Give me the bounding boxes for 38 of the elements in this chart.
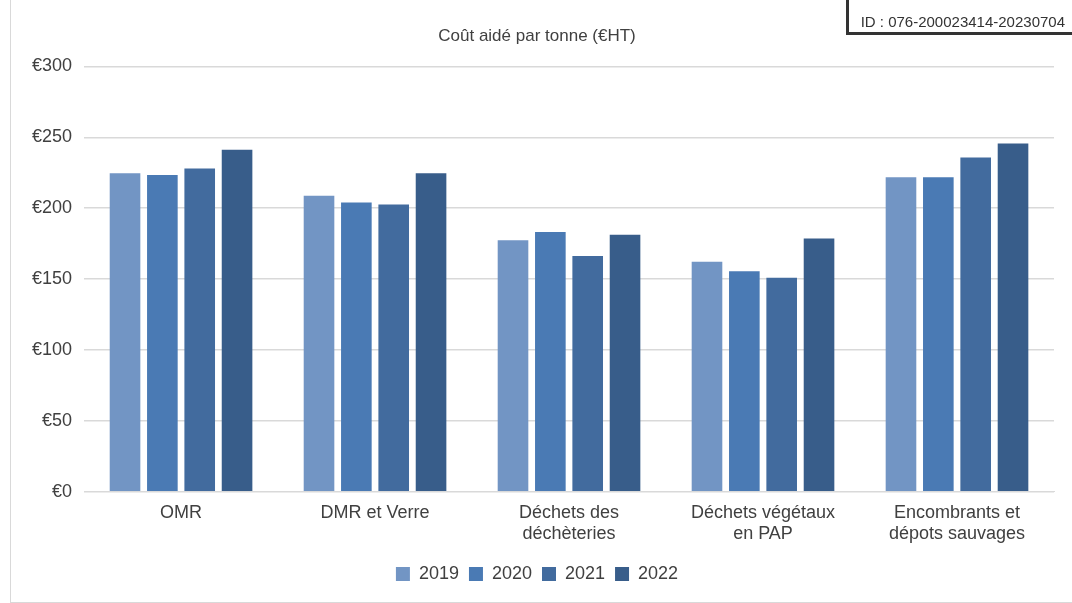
bar <box>729 271 760 492</box>
bar <box>415 173 447 492</box>
bar <box>221 149 253 492</box>
legend-label: 2019 <box>418 562 459 583</box>
bar <box>923 177 954 492</box>
y-tick-label: €0 <box>52 480 73 501</box>
bar <box>572 255 603 492</box>
bar <box>766 277 797 492</box>
text: ID : 076-200023414-20230704 <box>845 0 1072 35</box>
legend-label: 2020 <box>491 562 532 583</box>
bar <box>147 175 178 492</box>
bar <box>378 204 410 492</box>
chart-title: Coût aidé par tonne (€HT) <box>438 25 636 45</box>
legend-label: 2021 <box>565 562 606 583</box>
y-tick-label: €100 <box>32 338 73 359</box>
y-tick-label: €250 <box>32 126 73 147</box>
y-tick-label: €300 <box>32 55 73 76</box>
bar <box>960 157 991 492</box>
y-tick-label: €200 <box>32 197 73 218</box>
x-tick-label: Déchets des déchèteries <box>518 501 620 544</box>
bar <box>109 173 141 492</box>
bar <box>184 168 216 492</box>
bar <box>303 195 335 492</box>
bar <box>497 240 529 492</box>
bar <box>535 232 566 492</box>
bar <box>803 238 835 492</box>
bar <box>341 202 372 492</box>
y-tick-label: €50 <box>42 409 73 430</box>
bar <box>885 177 917 492</box>
x-tick-label: DMR et Verre <box>320 501 430 522</box>
x-tick-label: Encombrants et dépots sauvages <box>888 501 1026 544</box>
bar <box>691 261 723 492</box>
bar <box>609 234 641 492</box>
legend-label: 2022 <box>638 562 679 583</box>
y-tick-label: €150 <box>32 268 73 289</box>
x-tick-label: Déchets végétaux en PAP <box>690 501 836 544</box>
bar <box>997 143 1029 492</box>
x-tick-label: OMR <box>160 501 203 522</box>
